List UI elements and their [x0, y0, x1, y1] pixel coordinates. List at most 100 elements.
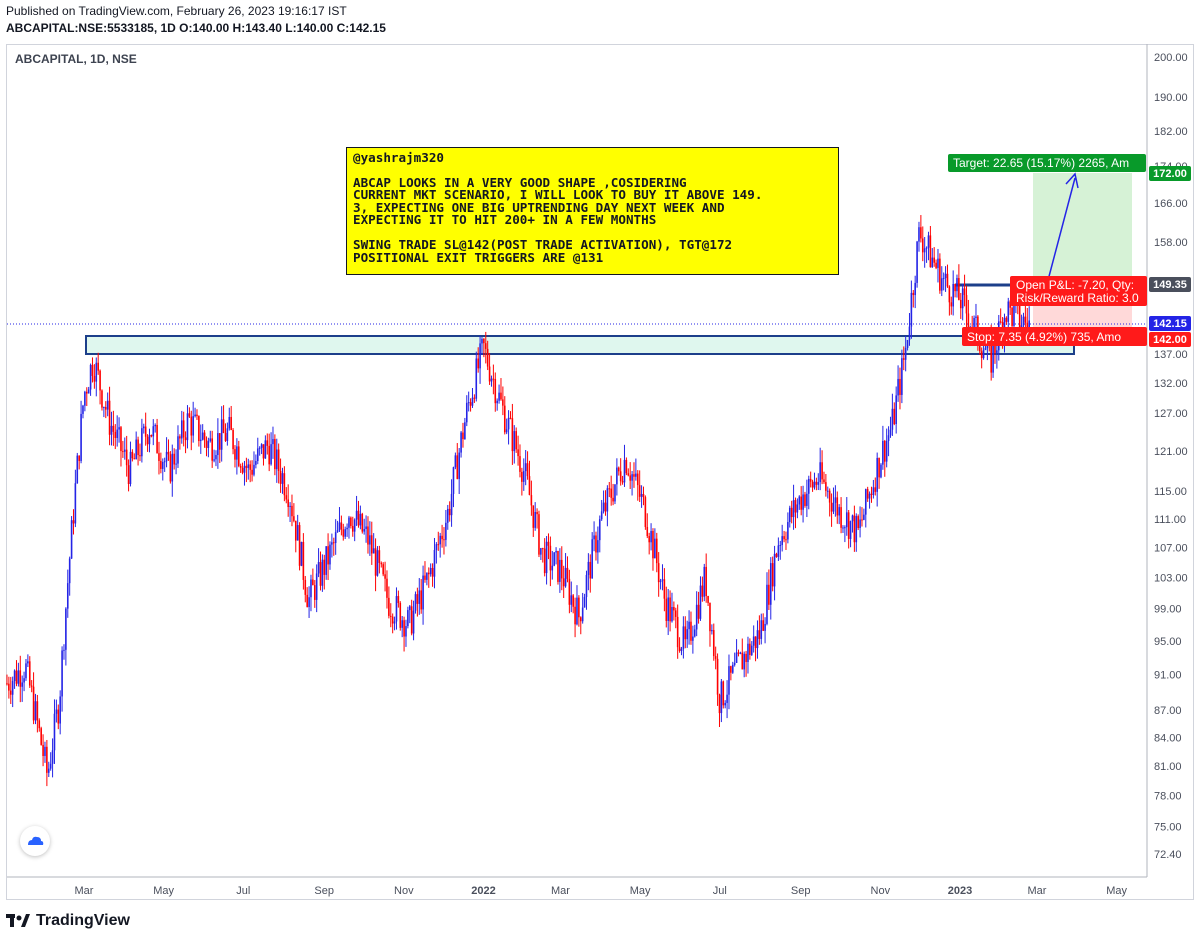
- candle-body: [872, 487, 875, 495]
- candle-body: [171, 453, 174, 482]
- candle-body: [570, 595, 573, 605]
- candle-body: [990, 338, 992, 373]
- candle-body: [982, 350, 985, 359]
- candle-body: [266, 440, 269, 446]
- candle-body: [591, 539, 593, 579]
- candle-body: [769, 563, 772, 605]
- candle-body: [826, 490, 829, 492]
- candle-body: [754, 636, 757, 649]
- x-tick-label: Mar: [1028, 885, 1047, 897]
- candle-body: [348, 517, 350, 528]
- candle-body: [933, 257, 935, 263]
- candle-body: [703, 566, 706, 597]
- candle-body: [486, 348, 489, 367]
- candle-body: [530, 495, 533, 506]
- candle-body: [806, 493, 808, 506]
- candle-body: [709, 602, 711, 632]
- candle-body: [908, 326, 911, 340]
- candle-body: [312, 579, 314, 586]
- footer-brand[interactable]: TradingView: [6, 912, 130, 930]
- candle-body: [781, 536, 783, 545]
- candle-body: [91, 364, 94, 376]
- candle-body: [218, 433, 221, 450]
- candle-body: [346, 527, 348, 530]
- candle-body: [788, 507, 791, 523]
- candle-body: [51, 750, 54, 764]
- candle-body: [353, 519, 356, 532]
- candle-body: [608, 488, 611, 490]
- y-tick-label: 72.40: [1154, 849, 1182, 861]
- candle-body: [158, 453, 160, 461]
- candle-body: [652, 530, 654, 559]
- candle-body: [135, 439, 137, 460]
- tradingview-logo-icon: [6, 914, 30, 927]
- candle-body: [376, 550, 379, 576]
- candle-body: [720, 681, 723, 714]
- candle-body: [954, 283, 956, 292]
- candle-body: [281, 473, 284, 484]
- candle-body: [855, 516, 858, 543]
- candle-body: [929, 235, 932, 268]
- candle-body: [6, 683, 8, 685]
- candle-body: [226, 428, 229, 441]
- candle-body: [560, 559, 563, 579]
- candle-body: [38, 720, 41, 729]
- candle-body: [427, 572, 430, 575]
- candle-body: [319, 562, 322, 586]
- candle-body: [598, 519, 601, 541]
- candle-body: [483, 338, 485, 344]
- candle-body: [9, 690, 12, 695]
- candles: [6, 215, 1030, 787]
- candle-body: [454, 455, 457, 468]
- candle-body: [44, 746, 46, 756]
- candle-body: [237, 446, 240, 466]
- candle-body: [173, 453, 175, 465]
- candle-body: [730, 666, 732, 673]
- candle-body: [764, 623, 766, 631]
- candle-body: [579, 617, 582, 622]
- candle-body: [562, 578, 565, 587]
- candle-body: [49, 763, 52, 769]
- candle-body: [669, 597, 671, 622]
- candle-body: [1022, 316, 1025, 326]
- candle-body: [775, 553, 778, 557]
- candle-body: [78, 455, 80, 461]
- price-label-142: 142.00: [1153, 334, 1187, 346]
- candle-body: [785, 539, 787, 541]
- candle-body: [492, 378, 495, 380]
- candle-body: [249, 464, 251, 470]
- tradingview-badge[interactable]: [20, 826, 50, 856]
- candle-body: [787, 522, 789, 540]
- candle-body: [253, 464, 255, 475]
- target-label-bg: [948, 154, 1146, 172]
- candle-body: [332, 542, 335, 544]
- candle-body: [25, 663, 27, 679]
- candle-body: [659, 580, 662, 583]
- candle-body: [692, 636, 694, 641]
- candle-body: [965, 295, 968, 314]
- candle-body: [179, 436, 181, 439]
- candle-body: [540, 548, 542, 555]
- candle-body: [321, 559, 324, 586]
- candle-body: [68, 558, 71, 584]
- candle-body: [671, 606, 673, 622]
- candle-body: [631, 474, 633, 481]
- candle-body: [101, 390, 103, 408]
- candle-body: [823, 479, 825, 483]
- price-label-172: 172.00: [1153, 168, 1187, 180]
- candle-body: [279, 470, 282, 484]
- candle-body: [538, 514, 540, 555]
- candle-body: [13, 670, 16, 682]
- candle-body: [901, 358, 903, 395]
- candle-body: [602, 502, 605, 512]
- candle-body: [258, 447, 261, 449]
- candle-body: [636, 473, 639, 486]
- candle-body: [978, 344, 981, 352]
- candle-body: [325, 546, 327, 575]
- candle-body: [57, 709, 60, 724]
- candle-body: [228, 416, 231, 429]
- candle-body: [87, 389, 90, 394]
- candle-body: [684, 626, 687, 640]
- candle-body: [555, 551, 557, 553]
